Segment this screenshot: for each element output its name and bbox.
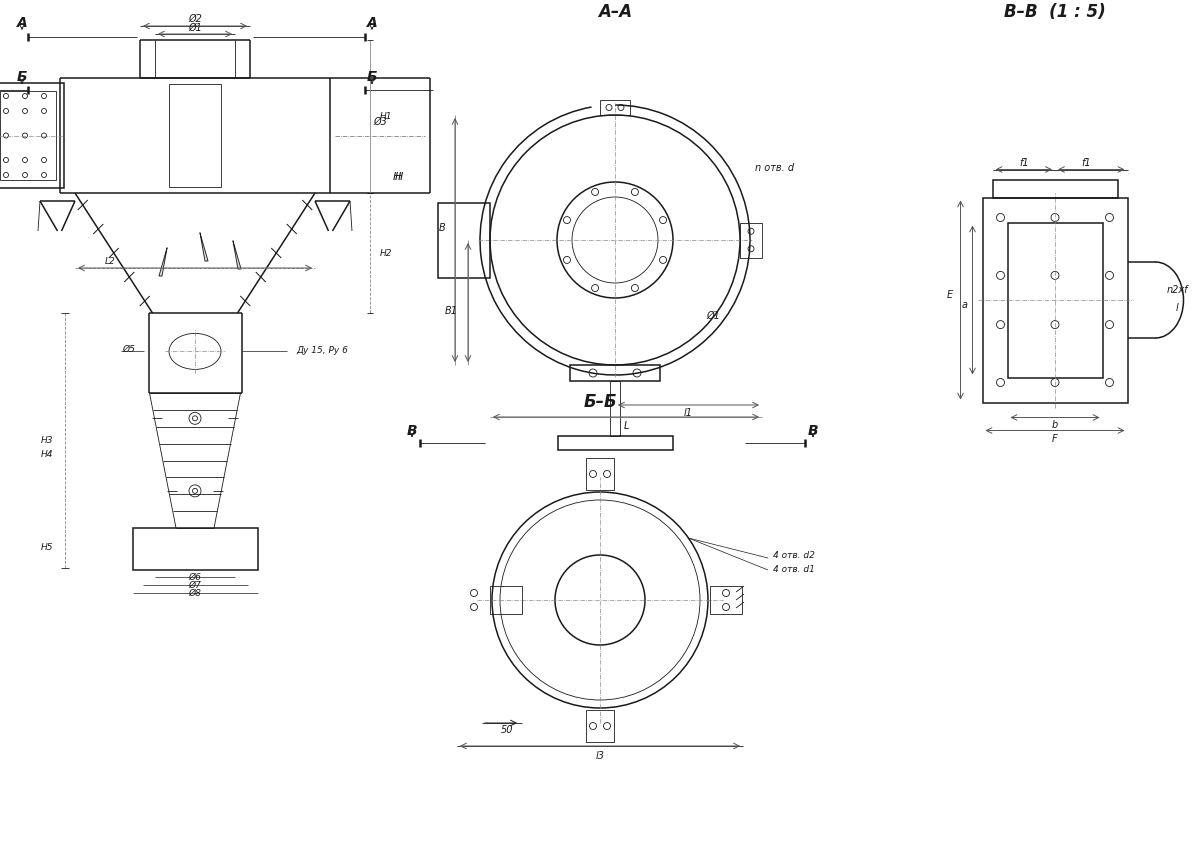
Bar <box>983 198 1128 402</box>
Text: H2: H2 <box>380 249 392 257</box>
Text: Б–Б: Б–Б <box>583 393 617 411</box>
Bar <box>600 100 630 115</box>
Text: F: F <box>1052 433 1058 444</box>
Text: E: E <box>947 290 953 300</box>
Bar <box>132 528 258 570</box>
Bar <box>0 91 56 180</box>
Text: А: А <box>17 16 28 30</box>
Text: 4 отв. d2: 4 отв. d2 <box>773 550 815 560</box>
Text: f1: f1 <box>1081 157 1091 168</box>
Text: В: В <box>407 424 418 438</box>
Text: Б: Б <box>367 70 377 84</box>
Text: Ø8: Ø8 <box>188 588 202 598</box>
Text: n2xf: n2xf <box>1166 285 1188 295</box>
Bar <box>0 83 64 188</box>
Text: l1: l1 <box>684 408 694 418</box>
Bar <box>710 586 742 614</box>
Bar <box>169 84 221 187</box>
Text: В–В  (1 : 5): В–В (1 : 5) <box>1004 3 1106 21</box>
Bar <box>586 710 614 742</box>
Text: Ø5: Ø5 <box>122 345 134 354</box>
Text: L2: L2 <box>104 257 115 267</box>
Bar <box>610 381 620 436</box>
Text: Ø1: Ø1 <box>706 311 720 321</box>
Bar <box>1008 223 1103 378</box>
Text: 50: 50 <box>500 725 514 735</box>
Polygon shape <box>233 241 241 269</box>
Text: Ø6: Ø6 <box>188 573 202 581</box>
Text: L: L <box>623 421 629 431</box>
Polygon shape <box>158 248 167 276</box>
Bar <box>570 365 660 381</box>
Bar <box>490 586 522 614</box>
Text: Ø1: Ø1 <box>188 23 202 33</box>
Bar <box>586 458 614 490</box>
Text: Ø7: Ø7 <box>188 580 202 589</box>
Polygon shape <box>200 233 208 261</box>
Bar <box>558 436 672 450</box>
Text: B: B <box>438 223 445 233</box>
Text: b: b <box>1052 421 1058 431</box>
Text: H3: H3 <box>41 436 53 445</box>
Text: Ø3: Ø3 <box>373 116 386 126</box>
Text: А–А: А–А <box>598 3 632 21</box>
Text: Ду 15, Ру 6: Ду 15, Ру 6 <box>296 346 348 355</box>
Text: Ø2: Ø2 <box>188 14 202 24</box>
Text: 4 отв. d1: 4 отв. d1 <box>773 566 815 574</box>
Text: Б: Б <box>17 70 28 84</box>
Text: H4: H4 <box>41 450 53 459</box>
Text: H1: H1 <box>380 112 392 121</box>
Text: a: a <box>961 300 967 310</box>
Text: В: В <box>808 424 818 438</box>
Text: B1: B1 <box>445 305 458 316</box>
Text: l3: l3 <box>595 751 605 761</box>
Bar <box>438 202 490 278</box>
Text: n отв. d: n отв. d <box>755 163 794 173</box>
Bar <box>740 223 762 257</box>
Text: f1: f1 <box>1019 157 1028 168</box>
Text: H: H <box>394 171 401 181</box>
Text: А: А <box>367 16 377 30</box>
Text: H5: H5 <box>41 544 53 552</box>
Text: H: H <box>395 171 403 181</box>
Text: l: l <box>1176 303 1178 313</box>
Bar <box>992 180 1117 198</box>
